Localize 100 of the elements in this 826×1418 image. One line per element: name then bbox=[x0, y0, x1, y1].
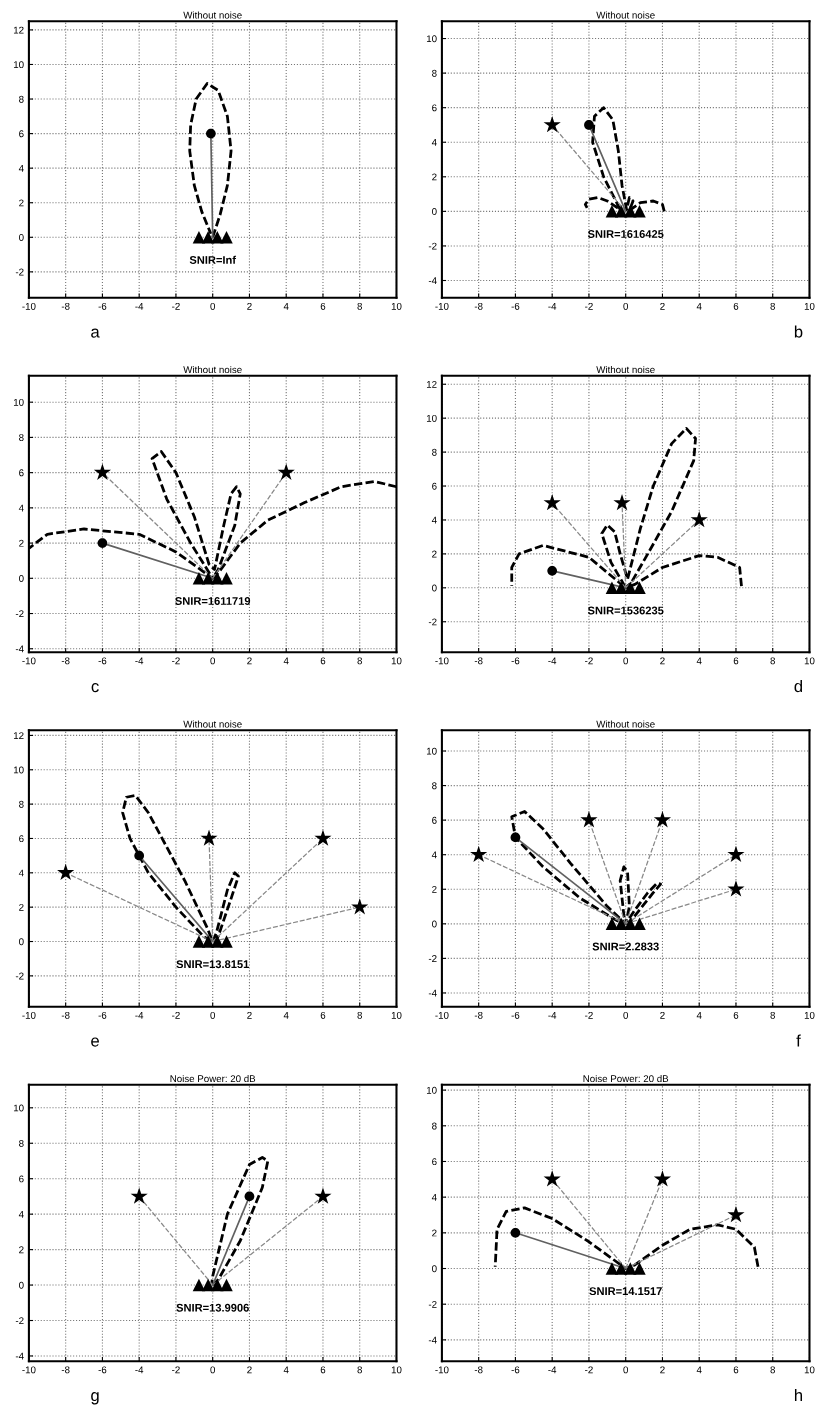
x-tick-label: 4 bbox=[283, 1366, 289, 1374]
x-tick-label: 0 bbox=[210, 302, 216, 310]
x-tick-label: 4 bbox=[283, 303, 289, 310]
x-tick-label: 8 bbox=[770, 1011, 775, 1019]
y-tick-label: 6 bbox=[432, 104, 437, 112]
y-tick-label: 2 bbox=[432, 1229, 437, 1237]
x-tick-label: 4 bbox=[696, 1366, 702, 1374]
y-tick-label: 4 bbox=[18, 1211, 24, 1218]
x-tick-label: -6 bbox=[511, 657, 520, 665]
x-tick-label: -4 bbox=[548, 1012, 557, 1019]
x-tick-label: 2 bbox=[247, 1011, 252, 1019]
annotation: SNIR=13.9906 bbox=[176, 1303, 249, 1312]
x-tick-label: 0 bbox=[210, 1011, 216, 1019]
text: f bbox=[796, 1034, 801, 1047]
chart-title: Without noise bbox=[596, 11, 655, 19]
x-tick-label: -8 bbox=[474, 1011, 483, 1019]
x-tick-label: -10 bbox=[22, 1366, 36, 1374]
x-tick-label: -10 bbox=[435, 1011, 449, 1019]
y-tick-label: 6 bbox=[432, 1158, 437, 1166]
x-tick-label: 4 bbox=[283, 1012, 289, 1019]
y-tick-label: 0 bbox=[19, 234, 24, 241]
x-tick-label: -10 bbox=[435, 302, 449, 310]
y-tick-label: -2 bbox=[428, 1300, 437, 1308]
x-tick-label: 8 bbox=[357, 302, 362, 310]
y-tick-label: 10 bbox=[13, 61, 24, 69]
y-tick-label: 10 bbox=[13, 766, 24, 774]
y-tick-label: 2 bbox=[19, 1246, 24, 1254]
x-tick-label: -10 bbox=[22, 1011, 36, 1019]
y-tick-label: 4 bbox=[431, 1193, 437, 1201]
x-tick-label: -4 bbox=[135, 303, 144, 310]
annotation: SNIR=1611719 bbox=[175, 597, 251, 605]
x-tick-label: 10 bbox=[804, 1366, 815, 1374]
annotation: SNIR=Inf bbox=[189, 255, 237, 264]
x-tick-label: 8 bbox=[357, 1366, 362, 1374]
x-tick-label: -2 bbox=[585, 657, 593, 665]
annotation: SNIR=13.8151 bbox=[176, 960, 249, 969]
annotation: SNIR=1536235 bbox=[587, 606, 664, 615]
text: h bbox=[794, 1388, 803, 1402]
x-tick-label: 10 bbox=[804, 657, 815, 665]
x-tick-label: 8 bbox=[357, 657, 362, 665]
y-tick-label: 0 bbox=[432, 208, 437, 215]
x-tick-label: -2 bbox=[172, 302, 180, 310]
y-tick-label: 0 bbox=[432, 920, 437, 928]
y-tick-label: -2 bbox=[15, 1317, 24, 1325]
x-tick-label: -2 bbox=[585, 1366, 593, 1374]
y-tick-label: 10 bbox=[426, 35, 437, 43]
x-tick-label: 6 bbox=[320, 657, 326, 665]
y-tick-label: -2 bbox=[428, 242, 437, 250]
annotation: SNIR=1616425 bbox=[587, 230, 664, 238]
x-tick-label: 2 bbox=[247, 1366, 252, 1374]
text: c bbox=[91, 683, 99, 693]
annotation: SNIR=14.1517 bbox=[589, 1287, 662, 1296]
y-tick-label: 0 bbox=[432, 584, 437, 592]
x-tick-label: 8 bbox=[357, 1011, 362, 1019]
y-tick-label: 10 bbox=[13, 1104, 24, 1112]
y-tick-label: 2 bbox=[19, 199, 24, 207]
y-tick-label: 2 bbox=[432, 886, 437, 893]
x-tick-label: -4 bbox=[135, 657, 144, 665]
y-tick-label: 10 bbox=[13, 398, 24, 406]
x-tick-label: -6 bbox=[98, 1366, 107, 1374]
x-tick-label: -10 bbox=[22, 657, 36, 665]
x-tick-label: -6 bbox=[511, 302, 520, 310]
text: e bbox=[91, 1037, 99, 1047]
y-tick-label: 12 bbox=[13, 732, 24, 739]
y-tick-label: 12 bbox=[426, 380, 437, 388]
y-tick-label: 8 bbox=[19, 434, 24, 442]
x-tick-label: 6 bbox=[320, 302, 326, 310]
y-tick-label: 4 bbox=[431, 516, 437, 524]
y-tick-label: -2 bbox=[15, 972, 24, 980]
x-tick-label: -6 bbox=[98, 1011, 107, 1019]
y-tick-label: 2 bbox=[19, 903, 24, 911]
x-tick-label: -10 bbox=[435, 657, 449, 665]
chart-title: Without noise bbox=[183, 720, 242, 728]
x-tick-label: 8 bbox=[770, 1366, 775, 1374]
chart-title: Noise Power: 20 dB bbox=[170, 1074, 256, 1083]
y-tick-label: -4 bbox=[15, 1352, 24, 1360]
x-tick-label: -6 bbox=[511, 1366, 520, 1374]
x-tick-label: -2 bbox=[585, 302, 593, 310]
y-tick-label: 10 bbox=[426, 414, 437, 422]
y-tick-label: 2 bbox=[432, 173, 437, 181]
y-tick-label: 8 bbox=[19, 1140, 24, 1147]
x-tick-label: -8 bbox=[61, 657, 70, 665]
chart-title: Without noise bbox=[183, 11, 242, 19]
x-tick-label: -6 bbox=[98, 657, 107, 665]
y-tick-label: 6 bbox=[19, 469, 24, 477]
y-tick-label: -4 bbox=[428, 1336, 437, 1344]
annotation: SNIR=2.2833 bbox=[592, 942, 659, 951]
y-tick-label: 8 bbox=[432, 782, 437, 790]
y-tick-label: 6 bbox=[432, 816, 437, 824]
y-tick-label: 4 bbox=[18, 504, 24, 512]
x-tick-label: 6 bbox=[320, 1366, 326, 1374]
x-tick-label: -2 bbox=[585, 1011, 593, 1019]
y-tick-label: 8 bbox=[432, 69, 437, 77]
x-tick-label: 2 bbox=[247, 657, 252, 665]
x-tick-label: 4 bbox=[696, 1012, 702, 1019]
x-tick-label: -2 bbox=[172, 1366, 180, 1374]
x-tick-label: -6 bbox=[98, 302, 107, 310]
x-tick-label: 0 bbox=[210, 1366, 216, 1374]
chart-title: Without noise bbox=[596, 720, 655, 728]
y-tick-label: 8 bbox=[432, 448, 437, 456]
